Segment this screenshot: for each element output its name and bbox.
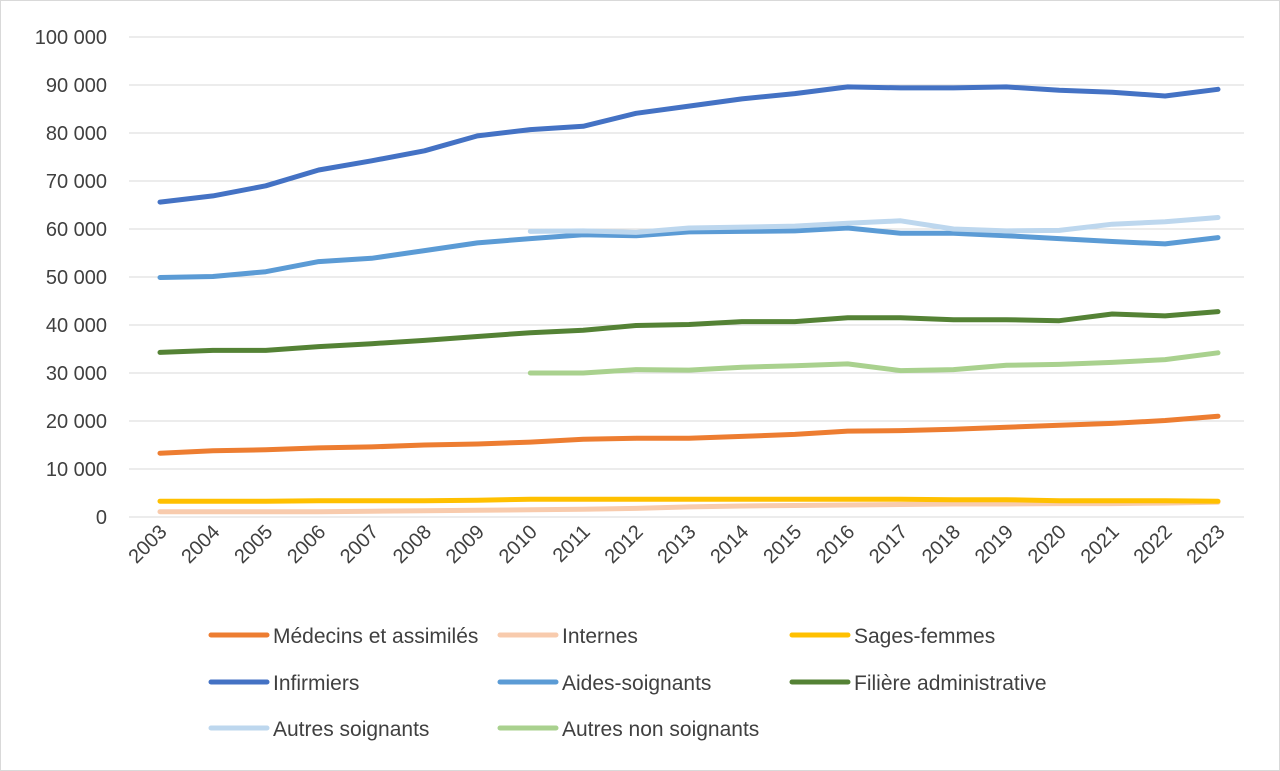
x-tick-label: 2006 — [283, 521, 330, 568]
x-tick-label: 2016 — [812, 521, 859, 568]
x-tick-label: 2020 — [1024, 521, 1071, 568]
x-tick-label: 2007 — [336, 521, 383, 568]
legend-label: Infirmiers — [273, 672, 359, 695]
y-tick-label: 90 000 — [46, 75, 107, 97]
y-tick-label: 0 — [96, 507, 107, 529]
series-line-6 — [527, 215, 1221, 235]
series-line-0 — [157, 413, 1221, 456]
y-tick-label: 100 000 — [35, 27, 107, 49]
legend-label: Autres soignants — [273, 718, 429, 741]
y-tick-label: 50 000 — [46, 267, 107, 289]
y-tick-label: 30 000 — [46, 363, 107, 385]
gridlines — [129, 36, 1244, 518]
x-tick-label: 2003 — [125, 521, 172, 568]
x-tick-label: 2011 — [549, 521, 595, 567]
y-tick-label: 40 000 — [46, 315, 107, 337]
x-tick-label: 2019 — [971, 521, 1018, 568]
x-tick-label: 2013 — [654, 521, 701, 568]
x-tick-label: 2010 — [495, 521, 542, 568]
legend-label: Médecins et assimilés — [273, 625, 478, 648]
x-tick-label: 2014 — [706, 521, 753, 568]
y-tick-label: 10 000 — [46, 459, 107, 481]
legend-item: Infirmiers — [208, 672, 359, 695]
legend-item: Aides-soignants — [497, 672, 711, 695]
legend-item: Médecins et assimilés — [208, 625, 478, 648]
legend-item: Autres non soignants — [497, 718, 759, 741]
x-tick-label: 2005 — [230, 521, 277, 568]
legend-item: Sages-femmes — [789, 625, 995, 648]
legend-label: Filière administrative — [854, 672, 1047, 695]
legend-item: Filière administrative — [789, 672, 1047, 695]
x-tick-label: 2009 — [442, 521, 489, 568]
series-line-5 — [157, 309, 1221, 355]
series-line-2 — [157, 496, 1221, 504]
legend: Médecins et assimilés Internes Sages-femme… — [208, 625, 1047, 741]
legend-item: Internes — [497, 625, 638, 648]
x-tick-label: 2018 — [918, 521, 965, 568]
x-tick-label: 2017 — [865, 521, 912, 568]
x-tick-label: 2023 — [1183, 521, 1230, 568]
x-tick-label: 2021 — [1077, 521, 1124, 568]
x-tick-label: 2022 — [1130, 521, 1177, 568]
y-axis-tick-labels: 0 10 000 20 000 30 000 40 000 50 000 60 000 70 … — [35, 27, 107, 529]
legend-label: Autres non soignants — [562, 718, 759, 741]
legend-label: Internes — [562, 625, 638, 648]
x-tick-label: 2008 — [389, 521, 436, 568]
x-tick-label: 2015 — [759, 521, 806, 568]
y-tick-label: 20 000 — [46, 411, 107, 433]
series-line-3 — [157, 84, 1221, 205]
x-axis-tick-labels: 2003 2004 2005 2006 2007 2008 2009 2010 2011 2012… — [125, 521, 1230, 568]
y-tick-label: 80 000 — [46, 123, 107, 145]
x-tick-label: 2004 — [177, 521, 224, 568]
series-line-1 — [157, 499, 1221, 515]
legend-label: Aides-soignants — [562, 672, 711, 695]
series-line-7 — [527, 350, 1221, 376]
series-lines — [157, 84, 1221, 515]
legend-item: Autres soignants — [208, 718, 429, 741]
legend-label: Sages-femmes — [854, 625, 995, 648]
x-tick-label: 2012 — [601, 521, 648, 568]
y-tick-label: 70 000 — [46, 171, 107, 193]
series-line-4 — [157, 225, 1221, 280]
y-tick-label: 60 000 — [46, 219, 107, 241]
